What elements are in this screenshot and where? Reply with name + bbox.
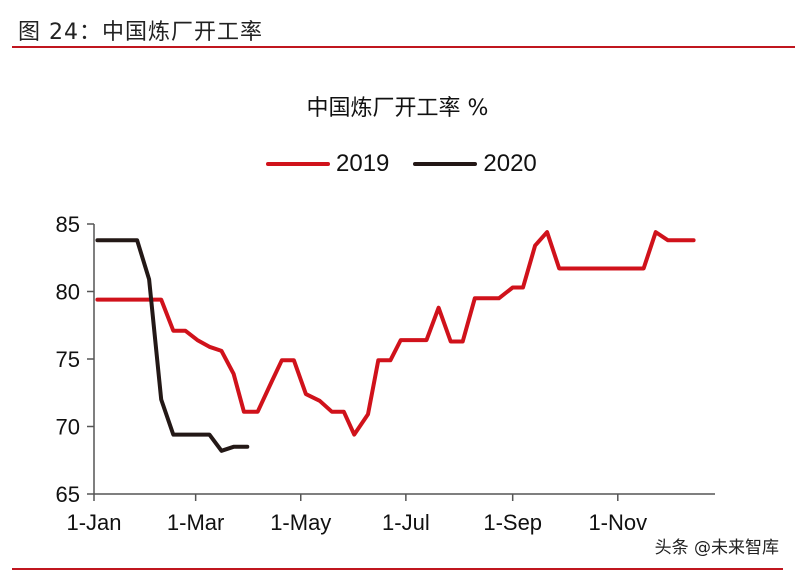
chart-axes: 65 70 75 80 85 1-Jan 1-Mar 1-May 1-Jul 1-Sep 1-Nov	[56, 212, 715, 535]
y-tick-label: 80	[56, 280, 80, 305]
legend-label-2020: 2020	[483, 150, 537, 177]
y-tick-label: 70	[56, 415, 80, 440]
x-tick-label: 1-Nov	[588, 510, 647, 535]
legend-swatch-2020	[413, 162, 478, 166]
legend-label-2019: 2019	[336, 150, 390, 177]
legend-item-2019: 2019	[266, 150, 389, 178]
y-tick-label: 75	[56, 347, 80, 372]
series-line-2020	[95, 238, 250, 453]
chart-legend: 2019 2020	[266, 150, 561, 178]
watermark: 头条 @未来智库	[654, 538, 779, 558]
y-tick-label: 85	[56, 212, 80, 237]
bottom-divider	[12, 568, 783, 570]
top-divider	[12, 46, 795, 48]
x-tick-label: 1-Sep	[483, 510, 542, 535]
chart-series	[95, 230, 696, 453]
series-line-2019	[95, 230, 696, 437]
x-tick-label: 1-Jul	[382, 510, 430, 535]
figure-title: 图 24：中国炼厂开工率	[18, 20, 263, 45]
legend-item-2020: 2020	[413, 150, 537, 178]
chart-title: 中国炼厂开工率 %	[306, 96, 489, 121]
x-tick-label: 1-Mar	[167, 510, 224, 535]
y-tick-label: 65	[56, 482, 80, 507]
x-tick-label: 1-Jan	[66, 510, 121, 535]
legend-swatch-2019	[266, 162, 330, 166]
x-tick-label: 1-May	[270, 510, 331, 535]
